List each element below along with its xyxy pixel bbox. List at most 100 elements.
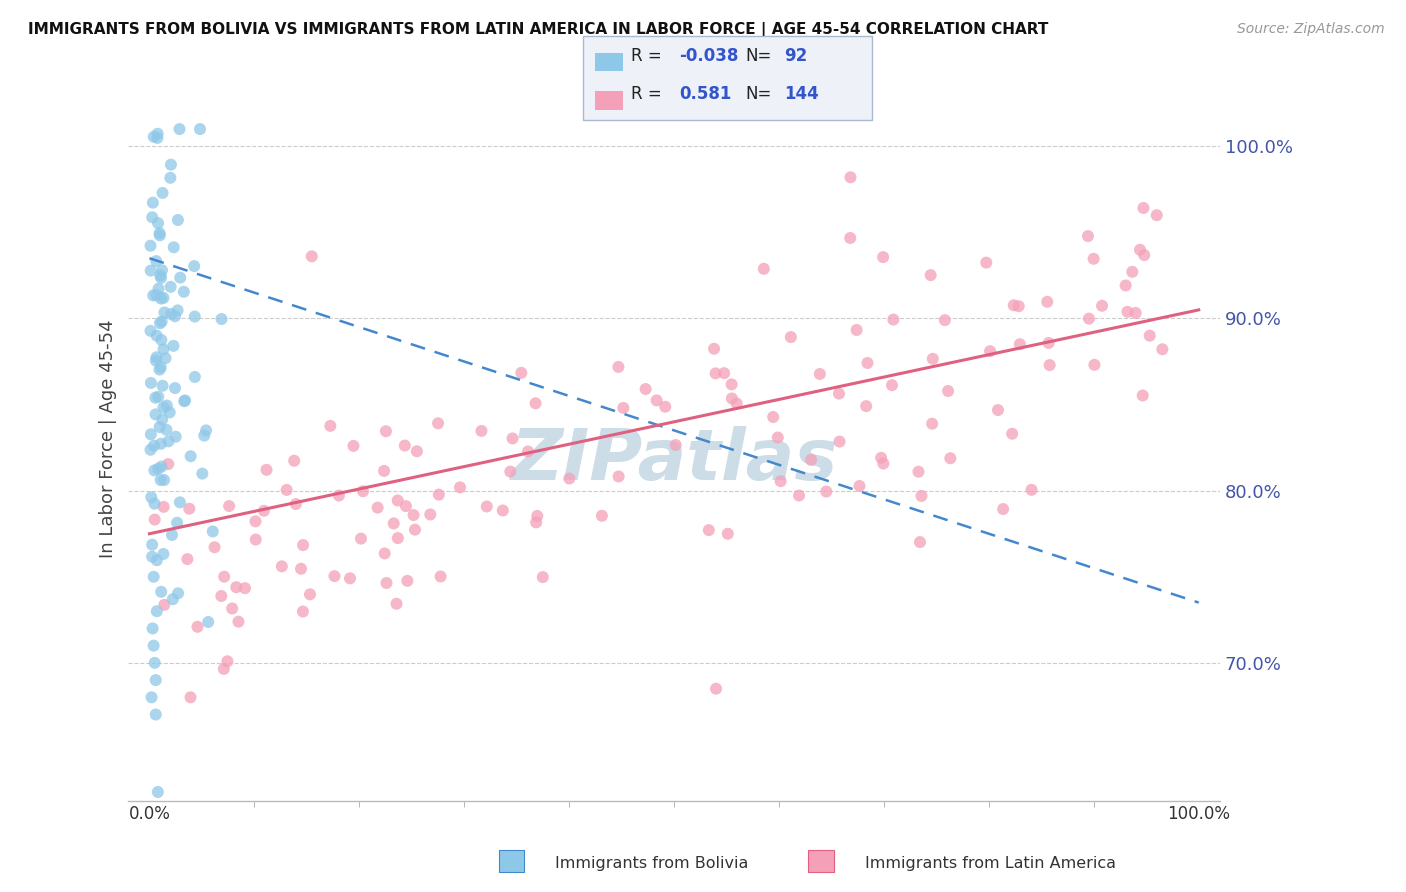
Point [1001, 426, 1024, 441]
Point [704, 681, 727, 696]
Point [987, 403, 1010, 417]
Point [152, 500, 174, 514]
Point [517, 444, 540, 458]
Point [449, 480, 471, 494]
Text: 144: 144 [785, 85, 820, 103]
Point [387, 531, 409, 545]
Point [191, 467, 214, 481]
Point [319, 418, 342, 433]
Point [375, 576, 398, 591]
Point [374, 424, 396, 438]
Point [145, 254, 167, 268]
Point [703, 342, 725, 356]
Point [148, 462, 170, 476]
Point [148, 362, 170, 376]
Point [1132, 201, 1154, 215]
Point [921, 351, 943, 366]
Point [721, 392, 744, 406]
Point [1132, 388, 1154, 402]
Point [149, 316, 172, 330]
Point [991, 502, 1014, 516]
Point [145, 288, 167, 302]
Point [499, 465, 522, 479]
Point [290, 562, 312, 576]
Point [1083, 252, 1105, 266]
Point [298, 587, 321, 601]
Point [697, 523, 720, 537]
Point [163, 240, 186, 254]
Point [218, 499, 240, 513]
Point [139, 238, 162, 252]
Point [149, 360, 172, 375]
Point [939, 451, 962, 466]
Point [1139, 328, 1161, 343]
Point [145, 353, 167, 368]
Point [1077, 229, 1099, 244]
Point [145, 707, 167, 722]
Point [704, 367, 727, 381]
Point [150, 584, 173, 599]
Point [502, 432, 524, 446]
Text: 92: 92 [785, 47, 808, 65]
Point [142, 129, 165, 144]
Point [427, 488, 450, 502]
Point [188, 122, 211, 136]
Point [149, 268, 172, 283]
Point [163, 310, 186, 324]
Text: Source: ZipAtlas.com: Source: ZipAtlas.com [1237, 22, 1385, 37]
Point [167, 213, 190, 227]
Point [762, 409, 785, 424]
Point [141, 211, 163, 225]
Point [419, 508, 441, 522]
Point [713, 366, 735, 380]
Point [974, 255, 997, 269]
Point [404, 523, 426, 537]
Point [800, 453, 823, 467]
Point [184, 310, 207, 324]
Point [197, 615, 219, 629]
Point [907, 465, 929, 479]
Point [1008, 299, 1031, 313]
Point [159, 170, 181, 185]
Point [211, 312, 233, 326]
Point [531, 570, 554, 584]
Point [395, 499, 418, 513]
Point [1002, 298, 1025, 312]
Point [174, 393, 197, 408]
Point [524, 396, 547, 410]
Point [149, 228, 172, 243]
Point [142, 639, 165, 653]
Point [145, 351, 167, 365]
Point [828, 434, 851, 449]
Point [526, 508, 548, 523]
Point [160, 158, 183, 172]
Point [1083, 358, 1105, 372]
Point [815, 484, 838, 499]
Point [160, 307, 183, 321]
Point [150, 314, 173, 328]
Point [717, 526, 740, 541]
Point [193, 428, 215, 442]
Point [848, 479, 870, 493]
Point [654, 400, 676, 414]
Point [856, 356, 879, 370]
Point [1129, 243, 1152, 257]
Point [374, 546, 396, 560]
Point [142, 288, 165, 302]
Point [186, 620, 208, 634]
Point [492, 503, 515, 517]
Point [153, 598, 176, 612]
Text: N=: N= [745, 85, 772, 103]
Point [1036, 294, 1059, 309]
Point [149, 437, 172, 451]
Point [145, 408, 167, 422]
Point [146, 785, 169, 799]
Point [146, 604, 169, 618]
Point [146, 131, 169, 145]
Text: 0.581: 0.581 [679, 85, 731, 103]
Point [184, 370, 207, 384]
Point [1039, 358, 1062, 372]
Point [148, 390, 170, 404]
Point [179, 501, 201, 516]
Point [225, 580, 247, 594]
